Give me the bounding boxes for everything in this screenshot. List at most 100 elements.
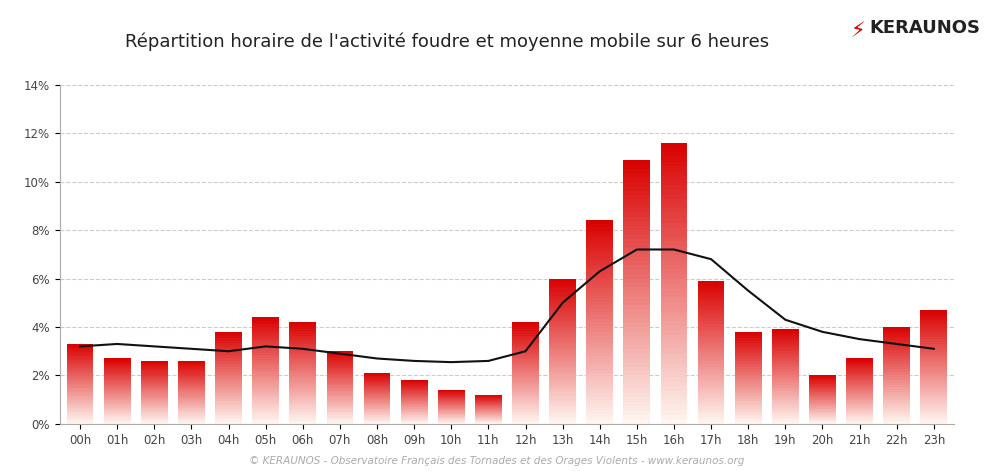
Bar — [103, 407, 130, 409]
Bar — [438, 409, 464, 410]
Bar — [141, 419, 168, 420]
Bar — [327, 367, 353, 368]
Bar — [289, 331, 316, 333]
Bar — [512, 404, 539, 405]
Bar — [698, 405, 725, 407]
Bar — [920, 348, 947, 350]
Bar — [623, 354, 650, 358]
Bar — [364, 409, 391, 410]
Bar — [103, 369, 130, 371]
Bar — [661, 152, 687, 157]
Bar — [475, 411, 502, 412]
Bar — [809, 419, 836, 420]
Bar — [698, 398, 725, 400]
Bar — [623, 204, 650, 208]
Bar — [141, 404, 168, 405]
Bar — [586, 224, 613, 227]
Bar — [512, 329, 539, 331]
Bar — [215, 412, 242, 413]
Bar — [103, 375, 130, 376]
Bar — [661, 400, 687, 405]
Bar — [364, 414, 391, 415]
Bar — [141, 391, 168, 392]
Bar — [920, 382, 947, 384]
Bar — [103, 371, 130, 372]
Bar — [67, 422, 93, 424]
Bar — [772, 404, 799, 405]
Bar — [884, 411, 911, 413]
Bar — [920, 323, 947, 325]
Bar — [475, 418, 502, 419]
Bar — [103, 416, 130, 417]
Bar — [623, 296, 650, 300]
Bar — [401, 406, 427, 407]
Bar — [438, 397, 464, 398]
Bar — [327, 383, 353, 384]
Bar — [884, 372, 911, 374]
Bar — [289, 414, 316, 415]
Bar — [884, 382, 911, 383]
Bar — [698, 379, 725, 381]
Bar — [215, 381, 242, 382]
Bar — [623, 195, 650, 200]
Bar — [438, 417, 464, 418]
Bar — [475, 399, 502, 400]
Bar — [661, 213, 687, 218]
Bar — [586, 383, 613, 387]
Bar — [920, 422, 947, 424]
Bar — [178, 423, 205, 424]
Bar — [103, 367, 130, 368]
Bar — [772, 410, 799, 411]
Bar — [846, 407, 873, 409]
Bar — [809, 417, 836, 418]
Bar — [623, 411, 650, 415]
Bar — [623, 380, 650, 384]
Bar — [512, 354, 539, 356]
Bar — [401, 413, 427, 414]
Bar — [215, 413, 242, 414]
Bar — [698, 331, 725, 333]
Bar — [438, 403, 464, 404]
Bar — [661, 414, 687, 419]
Bar — [252, 394, 279, 396]
Bar — [401, 403, 427, 404]
Bar — [623, 235, 650, 239]
Bar — [920, 367, 947, 369]
Bar — [215, 349, 242, 350]
Bar — [550, 325, 576, 327]
Bar — [327, 368, 353, 369]
Bar — [735, 372, 761, 374]
Bar — [512, 368, 539, 370]
Bar — [661, 377, 687, 382]
Bar — [772, 399, 799, 400]
Bar — [586, 241, 613, 244]
Bar — [550, 298, 576, 300]
Bar — [698, 412, 725, 414]
Bar — [215, 355, 242, 357]
Bar — [103, 401, 130, 402]
Bar — [67, 389, 93, 390]
Bar — [178, 405, 205, 406]
Bar — [512, 417, 539, 419]
Bar — [364, 379, 391, 380]
Bar — [512, 324, 539, 325]
Bar — [512, 339, 539, 341]
Bar — [920, 333, 947, 335]
Bar — [809, 378, 836, 379]
Bar — [252, 381, 279, 383]
Bar — [327, 406, 353, 407]
Bar — [67, 360, 93, 361]
Bar — [623, 217, 650, 221]
Bar — [846, 377, 873, 378]
Bar — [661, 143, 687, 147]
Bar — [846, 423, 873, 424]
Bar — [141, 410, 168, 411]
Bar — [215, 370, 242, 372]
Bar — [772, 333, 799, 334]
Bar — [661, 363, 687, 368]
Bar — [884, 359, 911, 361]
Bar — [512, 359, 539, 361]
Bar — [809, 383, 836, 384]
Bar — [698, 314, 725, 317]
Bar — [623, 270, 650, 274]
